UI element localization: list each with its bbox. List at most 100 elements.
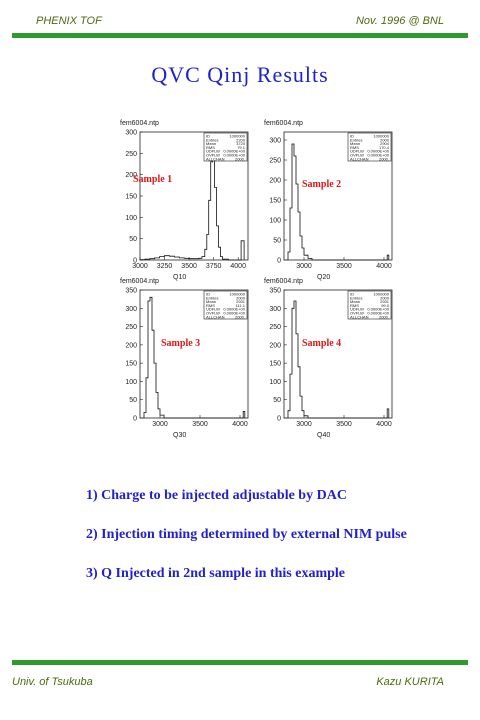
x-tick-label: 3500 (181, 263, 197, 270)
y-tick-label: 50 (273, 397, 281, 404)
y-tick-label: 250 (125, 324, 137, 331)
histogram-series (287, 300, 390, 419)
stats-key: RMS (350, 303, 359, 308)
sample-label: Sample 4 (302, 338, 342, 349)
stats-key: ALLCHAN (350, 156, 369, 161)
stats-value: 2000. (235, 156, 245, 161)
histogram-series (287, 143, 390, 261)
header-right-label: Nov. 1996 @ BNL (355, 15, 444, 27)
y-tick-label: 300 (269, 138, 281, 145)
stats-key: OVFLW (206, 311, 220, 316)
x-tick-label: 3500 (336, 421, 352, 428)
bullet-point-3: 3) Q Injected in 2nd sample in this exam… (86, 566, 346, 581)
y-tick-label: 300 (125, 130, 137, 137)
y-tick-label: 150 (269, 198, 281, 205)
stats-key: Mean (350, 141, 360, 146)
histogram-plot: 0 50 100 150 200 250 300 3000 3500 4000 ID 1000000 E… (269, 131, 393, 270)
x-tick-label: 3000 (132, 263, 148, 270)
y-tick-label: 300 (125, 306, 137, 313)
y-tick-label: 150 (125, 194, 137, 201)
y-tick-label: 250 (269, 158, 281, 165)
stats-value: 2000. (379, 156, 389, 161)
y-tick-label: 350 (269, 288, 281, 295)
bullet-point-2: 2) Injection timing determined by extern… (86, 527, 407, 542)
stats-key: ALLCHAN (206, 156, 225, 161)
stats-box (203, 290, 248, 320)
x-tick-label: 3500 (192, 421, 208, 428)
stats-value: 2931 (236, 299, 246, 304)
stats-value: 0.0000E+00 (367, 307, 389, 312)
footer-divider (12, 660, 468, 665)
stats-key: Entries (350, 295, 362, 300)
stats-value: 2000. (235, 314, 245, 319)
footer-right-label: Kazu KURITA (376, 676, 444, 688)
y-tick-label: 250 (269, 324, 281, 331)
stats-key: OVFLW (206, 153, 220, 158)
x-tick-label: 3750 (206, 263, 222, 270)
y-tick-label: 0 (133, 258, 137, 265)
x-axis-label: Q20 (317, 274, 331, 281)
y-tick-label: 100 (269, 379, 281, 386)
histogram-plot: 0 50 100 150 200 250 300 3000 3250 3500 3750 4000 ID… (125, 130, 249, 270)
stats-key: Entries (206, 295, 218, 300)
stats-key: RMS (350, 145, 359, 150)
bullet-point-1: 1) Charge to be injected adjustable by D… (86, 488, 347, 503)
x-tick-label: 4000 (376, 263, 392, 270)
stats-value: 0.0000E+00 (223, 307, 245, 312)
histogram-title: fem6004.ntp (264, 278, 303, 285)
histogram-title: fem6004.ntp (264, 120, 303, 127)
stats-value: 1000000 (229, 292, 245, 297)
header-left-label: PHENIX TOF (36, 15, 102, 27)
y-tick-label: 150 (125, 361, 137, 368)
x-axis-label: Q30 (173, 432, 187, 439)
y-tick-label: 100 (125, 215, 137, 222)
x-tick-label: 3250 (157, 263, 173, 270)
histogram-series (143, 296, 246, 419)
stats-value: 79.1 (237, 145, 246, 150)
x-tick-label: 3000 (152, 421, 168, 428)
stats-key: ID (350, 292, 354, 297)
stats-key: Entries (206, 137, 218, 142)
stats-value: 0.0000E+00 (367, 311, 389, 316)
stats-key: OVFLW (350, 311, 364, 316)
y-tick-label: 200 (125, 342, 137, 349)
stats-key: OVFLW (350, 153, 364, 158)
y-tick-label: 200 (125, 172, 137, 179)
stats-value: 0.0000E+00 (223, 153, 245, 158)
stats-key: UDFLW (206, 149, 220, 154)
stats-key: UDFLW (350, 307, 364, 312)
stats-value: 111.1 (236, 303, 246, 308)
stats-key: Mean (350, 299, 360, 304)
sample-label: Sample 3 (161, 338, 201, 349)
histogram-title: fem6004.ntp (120, 120, 159, 127)
x-tick-label: 4000 (232, 421, 248, 428)
y-tick-label: 250 (125, 151, 137, 158)
stats-key: ALLCHAN (206, 314, 225, 319)
stats-value: 3720 (236, 141, 246, 146)
slide-title: QVC Qinj Results (151, 62, 329, 87)
y-tick-label: 200 (269, 178, 281, 185)
y-tick-label: 100 (269, 218, 281, 225)
histogram-series (139, 152, 245, 261)
y-tick-label: 0 (277, 416, 281, 423)
stats-value: 0.0000E+00 (223, 149, 245, 154)
stats-value: 2904 (380, 141, 390, 146)
stats-value: 0.0000E+00 (367, 149, 389, 154)
stats-key: ALLCHAN (350, 314, 369, 319)
x-axis-label: Q40 (317, 432, 331, 439)
histogram-panel-2: fem6004.ntp 0 50 100 150 200 250 300 3000 3500 40… (262, 120, 402, 282)
stats-key: Mean (206, 141, 216, 146)
stats-value: 2931 (380, 299, 390, 304)
stats-value: 0.0000E+00 (367, 153, 389, 158)
y-tick-label: 300 (269, 306, 281, 313)
histogram-plot: 0 50 100 150 200 250 300 350 3000 3500 4000 ID 10000… (269, 288, 393, 428)
stats-box (203, 132, 248, 162)
stats-key: Mean (206, 299, 216, 304)
stats-key: ID (206, 134, 210, 139)
stats-box (347, 132, 392, 162)
header-divider (12, 33, 468, 38)
stats-key: RMS (206, 303, 215, 308)
x-tick-label: 3000 (296, 263, 312, 270)
stats-key: UDFLW (206, 307, 220, 312)
x-axis-label: Q10 (173, 274, 187, 281)
